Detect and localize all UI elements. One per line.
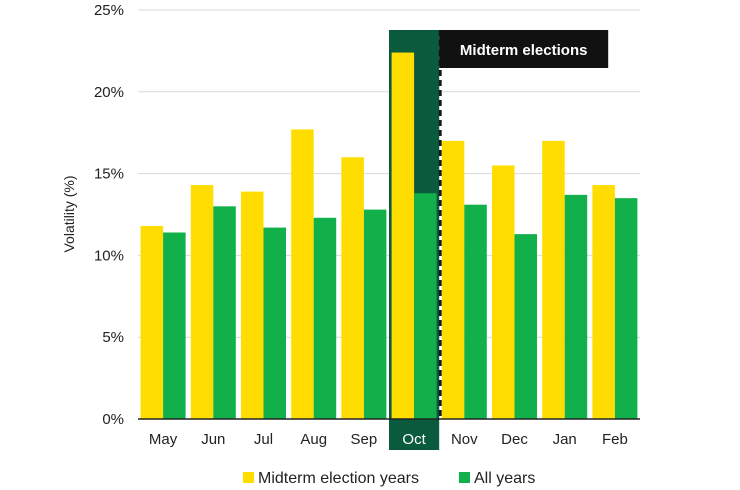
bar-all-years bbox=[514, 234, 537, 419]
legend-label: All years bbox=[474, 470, 535, 487]
y-tick-label: 5% bbox=[102, 329, 124, 346]
bar-all-years bbox=[363, 209, 387, 419]
legend-swatch bbox=[459, 472, 470, 483]
x-tick-label: Jul bbox=[254, 431, 273, 448]
y-tick-label: 25% bbox=[94, 2, 124, 19]
x-tick-label: Aug bbox=[300, 431, 327, 448]
bar-midterm bbox=[140, 225, 164, 419]
x-tick-label: Feb bbox=[602, 431, 628, 448]
x-tick-label: Jan bbox=[553, 431, 577, 448]
x-tick-label: Jun bbox=[201, 431, 225, 448]
bar-midterm bbox=[542, 140, 565, 419]
bar-midterm bbox=[190, 185, 214, 419]
x-tick-label: May bbox=[149, 431, 178, 448]
bar-all-years bbox=[614, 198, 638, 419]
bar-midterm bbox=[592, 185, 615, 419]
bar-midterm bbox=[492, 165, 515, 419]
bar-midterm bbox=[241, 191, 264, 419]
x-tick-label: Dec bbox=[501, 431, 528, 448]
legend-label: Midterm election years bbox=[258, 470, 419, 487]
y-tick-label: 20% bbox=[94, 84, 124, 101]
bar-midterm bbox=[441, 140, 465, 419]
bar-midterm bbox=[391, 52, 415, 419]
bar-all-years bbox=[464, 204, 487, 419]
bar-all-years bbox=[414, 193, 437, 419]
x-tick-label: Sep bbox=[351, 431, 378, 448]
x-tick-label: Nov bbox=[451, 431, 478, 448]
bar-all-years bbox=[163, 232, 186, 419]
legend-swatch bbox=[243, 472, 254, 483]
bar-all-years bbox=[564, 194, 588, 419]
annotation-box bbox=[439, 30, 609, 68]
bar-all-years bbox=[313, 217, 337, 419]
bar-midterm bbox=[291, 129, 314, 420]
annotation-label: Midterm elections bbox=[460, 42, 588, 59]
bar-all-years bbox=[213, 206, 236, 419]
y-tick-label: 10% bbox=[94, 247, 124, 264]
y-axis-title: Volatility (%) bbox=[61, 175, 77, 252]
y-tick-label: 15% bbox=[94, 166, 124, 183]
bar-all-years bbox=[263, 227, 286, 419]
x-tick-label: Oct bbox=[402, 431, 426, 448]
y-tick-label: 0% bbox=[102, 411, 124, 428]
bar-midterm bbox=[341, 157, 364, 420]
